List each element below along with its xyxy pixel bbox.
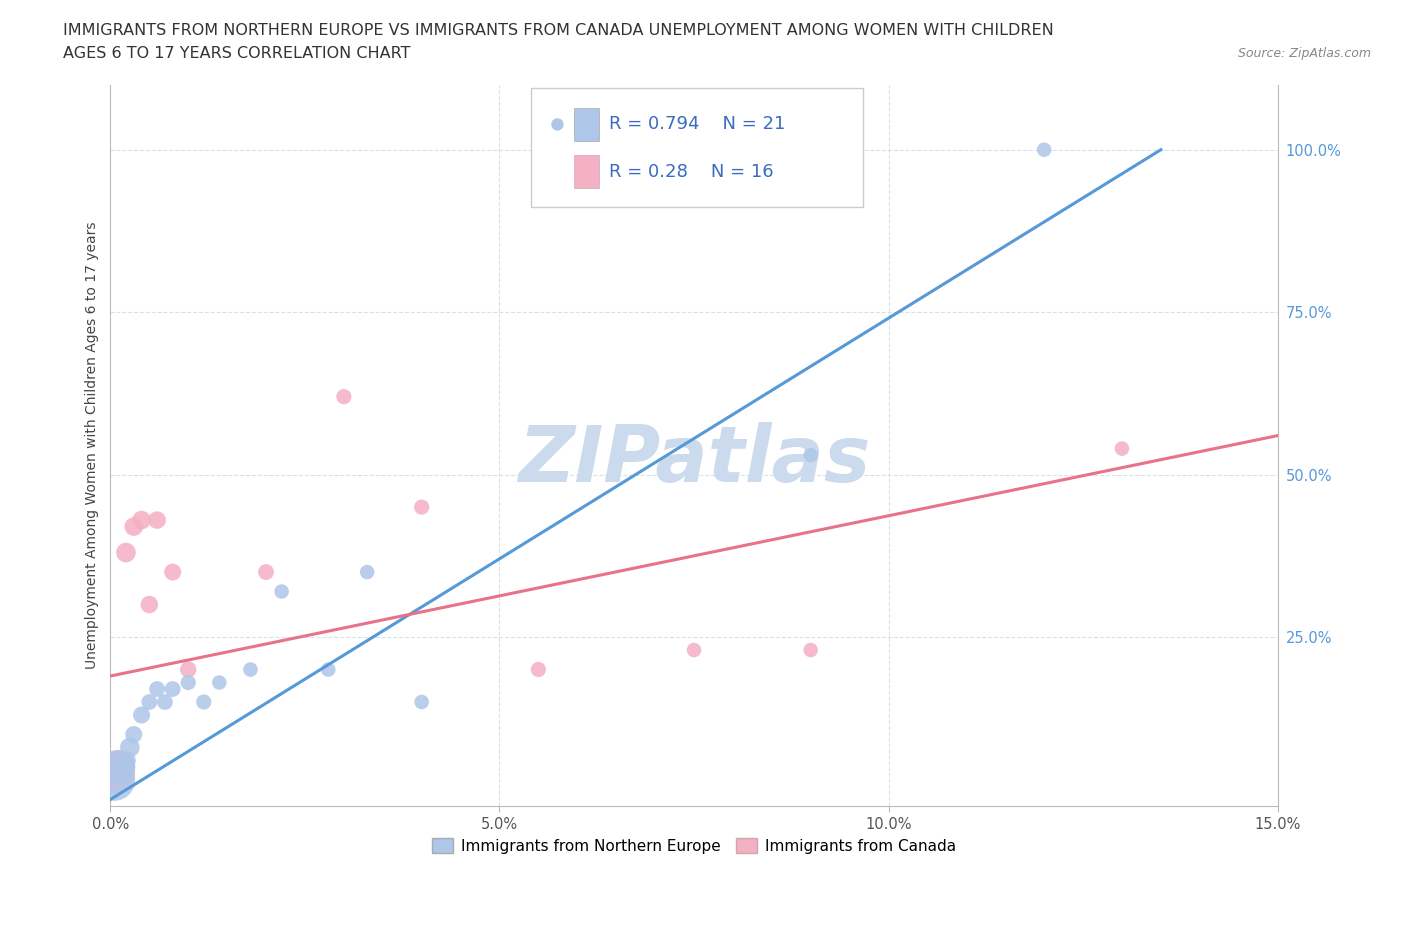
Point (111, 760, 134, 775)
Text: Source: ZipAtlas.com: Source: ZipAtlas.com (1237, 46, 1371, 60)
Point (177, 675, 200, 690)
Point (1111, 441, 1133, 456)
Legend: Immigrants from Northern Europe, Immigrants from Canada: Immigrants from Northern Europe, Immigra… (426, 831, 962, 859)
Point (683, 643, 706, 658)
Point (138, 695, 160, 710)
Text: AGES 6 TO 17 YEARS CORRELATION CHART: AGES 6 TO 17 YEARS CORRELATION CHART (63, 46, 411, 61)
Point (270, 584, 292, 599)
Point (239, 662, 262, 677)
Point (411, 695, 433, 710)
Point (146, 682, 169, 697)
Point (193, 695, 215, 710)
FancyBboxPatch shape (574, 154, 599, 188)
Point (146, 512, 169, 527)
Point (527, 662, 550, 677)
Text: R = 0.794    N = 21: R = 0.794 N = 21 (609, 114, 785, 133)
Point (162, 682, 184, 697)
Point (115, 545, 138, 560)
Point (107, 760, 129, 775)
Point (177, 662, 200, 677)
Point (1033, 142, 1056, 157)
Point (208, 675, 231, 690)
Point (254, 565, 277, 579)
Point (122, 727, 145, 742)
Point (122, 519, 145, 534)
Point (131, 512, 153, 527)
Point (115, 753, 138, 768)
Y-axis label: Unemployment Among Women with Children Ages 6 to 17 years: Unemployment Among Women with Children A… (86, 221, 100, 669)
Point (333, 389, 356, 404)
Point (800, 643, 823, 658)
Text: ZIPatlas: ZIPatlas (517, 422, 870, 498)
FancyBboxPatch shape (530, 88, 863, 207)
Point (153, 695, 176, 710)
Point (800, 447, 823, 462)
Point (103, 766, 125, 781)
Point (316, 662, 339, 677)
FancyBboxPatch shape (574, 108, 599, 141)
Point (356, 565, 378, 579)
Point (162, 565, 184, 579)
Text: R = 0.28    N = 16: R = 0.28 N = 16 (609, 163, 773, 181)
Point (411, 499, 433, 514)
Text: IMMIGRANTS FROM NORTHERN EUROPE VS IMMIGRANTS FROM CANADA UNEMPLOYMENT AMONG WOM: IMMIGRANTS FROM NORTHERN EUROPE VS IMMIG… (63, 23, 1054, 38)
Point (118, 740, 141, 755)
Point (103, 773, 125, 788)
Point (107, 760, 129, 775)
Point (131, 708, 153, 723)
Point (138, 597, 160, 612)
